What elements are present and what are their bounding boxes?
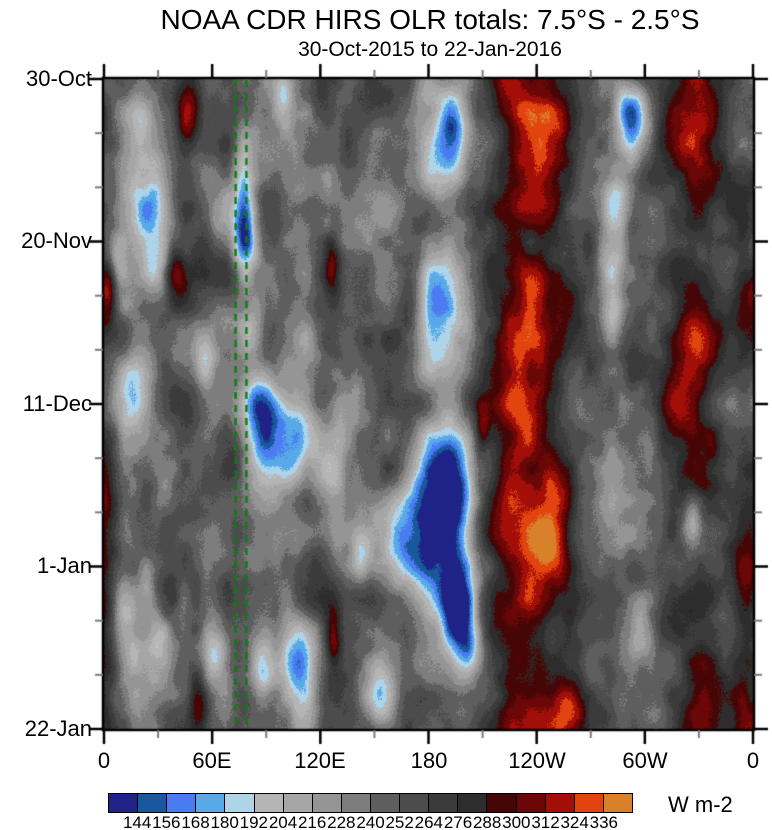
x-tick-label-0b: 0 <box>746 748 760 773</box>
figure-title: NOAA CDR HIRS OLR totals: 7.5°S - 2.5°S <box>160 4 700 35</box>
colorbar-tick-label-168: 168 <box>181 813 210 830</box>
colorbar-cell-10 <box>400 794 430 812</box>
colorbar-cell-13 <box>487 794 517 812</box>
colorbar-tick-label-180: 180 <box>210 813 239 830</box>
colorbar-cell-3 <box>196 794 226 812</box>
colorbar-tick-label-156: 156 <box>152 813 181 830</box>
colorbar-tick-label-204: 204 <box>268 813 298 830</box>
y-tick-label-11-dec: 11-Dec <box>22 391 92 416</box>
colorbar-cell-6 <box>283 794 313 812</box>
colorbar-tick-label-312: 312 <box>531 813 560 830</box>
colorbar-cell-12 <box>458 794 488 812</box>
x-tick-label-60w: 60W <box>622 748 668 773</box>
colorbar-cell-1 <box>138 794 168 812</box>
x-tick-label-120w: 120W <box>508 748 566 773</box>
y-tick-label-1-jan: 1-Jan <box>36 553 92 578</box>
colorbar-tick-label-324: 324 <box>560 813 589 830</box>
colorbar-tick-label-252: 252 <box>385 813 414 830</box>
colorbar-tick-label-144: 144 <box>122 813 152 830</box>
x-tick-label-0a: 0 <box>97 748 111 773</box>
colorbar-cell-9 <box>370 794 401 812</box>
colorbar-cell-8 <box>341 794 371 812</box>
colorbar-tick-label-192: 192 <box>239 813 269 830</box>
y-tick-label-30-oct: 30-Oct <box>25 66 92 91</box>
colorbar-cell-16 <box>574 794 604 812</box>
figure-subtitle: 30-Oct-2015 to 22-Jan-2016 <box>298 38 562 61</box>
colorbar-tick-label-300: 300 <box>502 813 531 830</box>
colorbar-tick-label-276: 276 <box>443 813 473 830</box>
colorbar-cell-7 <box>312 794 342 812</box>
y-tick-label-22-jan: 22-Jan <box>24 716 92 741</box>
colorbar-cell-15 <box>545 794 575 812</box>
colorbar-tick-label-240: 240 <box>356 813 385 830</box>
colorbar-unit-label: W m-2 <box>668 792 733 817</box>
x-tick-label-120e: 120E <box>294 748 346 773</box>
colorbar-tick-label-336: 336 <box>589 813 619 830</box>
colorbar-tick-label-216: 216 <box>297 813 327 830</box>
colorbar-cell-17 <box>603 794 632 812</box>
colorbar-cell-11 <box>429 794 459 812</box>
colorbar-cell-0 <box>109 794 139 812</box>
colorbar-tick-label-288: 288 <box>472 813 502 830</box>
colorbar-cell-5 <box>254 794 284 812</box>
colorbar-tick-label-264: 264 <box>414 813 444 830</box>
colorbar <box>108 793 633 813</box>
x-tick-label-180: 180 <box>410 748 448 773</box>
y-tick-label-20-nov: 20-Nov <box>21 228 92 253</box>
colorbar-cell-2 <box>167 794 197 812</box>
colorbar-tick-label-228: 228 <box>327 813 356 830</box>
colorbar-cell-4 <box>225 794 255 812</box>
colorbar-cell-14 <box>516 794 546 812</box>
x-tick-label-60e: 60E <box>192 748 232 773</box>
